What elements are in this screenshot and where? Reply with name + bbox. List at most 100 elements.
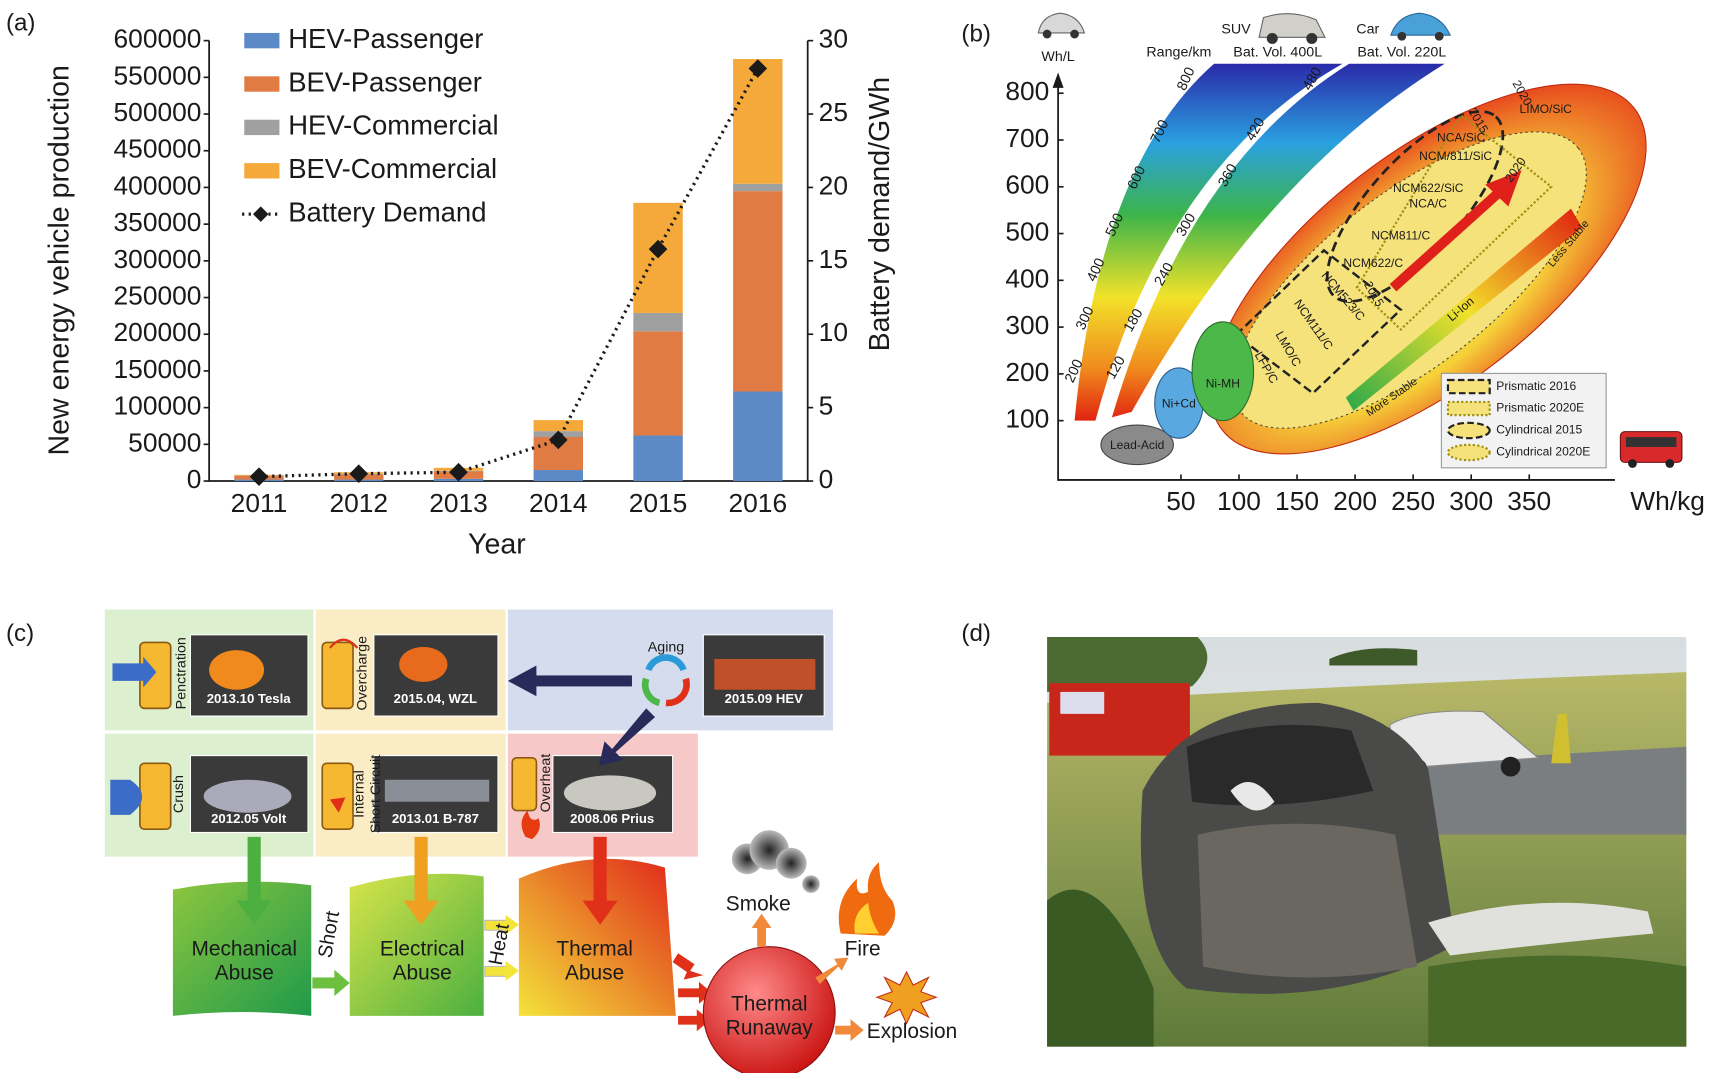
bar-segment: [633, 312, 683, 332]
annotation: Range/km: [1146, 44, 1211, 60]
abuse-label: Thermal Abuse: [556, 937, 633, 984]
axes-frame: [208, 40, 809, 482]
cell-label: NCM/811/SiC: [1419, 149, 1492, 163]
lead-acid-region: [1100, 424, 1174, 466]
photo-caption: 2015.09 HEV: [725, 691, 803, 706]
y2-tick-label: 0: [819, 464, 834, 494]
x-tick-label: 250: [1391, 486, 1435, 516]
x-tick-label: 200: [1333, 486, 1377, 516]
panel-label: (d): [961, 620, 991, 647]
abuse-label: Electrical Abuse: [380, 937, 465, 984]
x-tick-label: 2014: [529, 488, 588, 518]
y-tick-label: 800: [1005, 76, 1049, 106]
legend-label: Prismatic 2020E: [1496, 401, 1584, 415]
y-tick-label: 200000: [114, 317, 202, 347]
cylindrical-2020-region: [1232, 131, 1587, 429]
outcome-icons: [731, 830, 938, 1042]
thermal-block: [518, 858, 676, 1016]
vehicle-icons: [1037, 12, 1683, 468]
link-arrows: [312, 914, 713, 1032]
line-marker: [748, 59, 768, 78]
y-tick-label: 600: [1005, 170, 1049, 200]
y-tick-label: 300000: [114, 244, 202, 274]
wh-per-l-band: [1074, 63, 1343, 421]
panel-c: (c) Penctration Overcharge Aging Crush Inter…: [6, 609, 957, 1073]
bar-segment: [733, 183, 783, 192]
cell-label: NCM622/C: [1343, 256, 1403, 270]
crash-photo: [1047, 636, 1687, 1047]
abuse-label: Mechanical Abuse: [192, 937, 298, 984]
y-tick-label: 100000: [114, 391, 202, 421]
line: [258, 67, 760, 479]
x-tick-label: 2015: [629, 488, 688, 518]
legend-label: Cylindrical 2020E: [1496, 445, 1590, 459]
bar-segment: [533, 470, 583, 482]
trend-arrow: [1389, 170, 1522, 292]
link-label: Short: [314, 909, 344, 960]
y-tick-label: 450000: [114, 134, 202, 164]
y-tick-label: 150000: [114, 354, 202, 384]
y-tick-label: 400: [1005, 263, 1049, 293]
x-tick-label: 350: [1507, 486, 1551, 516]
bar-segment: [533, 420, 583, 432]
y-axis-title: New energy vehicle production: [43, 65, 75, 455]
line-marker: [648, 239, 668, 259]
bar-segment: [633, 435, 683, 482]
y-tick-label: 500: [1005, 217, 1049, 247]
axis-arrow: [1052, 72, 1064, 88]
legend-swatch: [244, 163, 280, 179]
legend-label: BEV-Passenger: [288, 66, 482, 97]
legend-label: HEV-Passenger: [288, 23, 483, 54]
y2-tick-label: 20: [819, 170, 848, 200]
bar-segment: [733, 391, 783, 482]
trigger-label: InternalShort Circuit: [351, 755, 383, 834]
cell-label: LIMO/SiC: [1520, 102, 1573, 116]
y2-axis-title: Battery demand/GWh: [864, 77, 896, 352]
legend-label: Battery Demand: [288, 196, 486, 227]
outcome-label: Fire: [845, 938, 881, 961]
photos: [189, 634, 825, 834]
line-marker: [548, 430, 568, 450]
annotation: Bat. Vol. 400L: [1233, 44, 1322, 60]
region-label: Ni+Cd: [1162, 396, 1196, 410]
x-tick-label: 2012: [329, 488, 388, 518]
panel-label: (a): [6, 10, 36, 37]
y-tick-label: 700: [1005, 123, 1049, 153]
range-band: [1111, 63, 1445, 418]
prismatic-2020-region: [1355, 113, 1553, 331]
mechanical-block: [172, 881, 312, 1016]
ni-mh-region: [1191, 321, 1255, 422]
y-tick-label: 100: [1005, 404, 1049, 434]
legend-label: Prismatic 2016: [1496, 379, 1576, 393]
y-tick-label: 200: [1005, 357, 1049, 387]
y2-tick-label: 25: [819, 97, 848, 127]
bar-segment: [733, 58, 783, 184]
x-tick-label: 50: [1166, 486, 1195, 516]
cylindrical-2015-region: [1325, 110, 1505, 303]
panel-label: (b): [961, 21, 991, 48]
bar-segment: [633, 331, 683, 436]
aging-icon: [641, 654, 690, 707]
line-marker: [349, 464, 369, 484]
region-label: Lead-Acid: [1110, 438, 1164, 452]
x-tick-label: 100: [1217, 486, 1261, 516]
photo-caption: 2013.01 B-787: [392, 811, 479, 826]
region-label: Ni-MH: [1206, 377, 1240, 391]
stability-bar: [1345, 208, 1582, 411]
x-tick-label: 2013: [429, 488, 488, 518]
line-marker: [449, 462, 468, 482]
trigger-label: Crush: [171, 775, 187, 813]
x-axis-title: Wh/kg: [1630, 486, 1705, 516]
trigger-label: Overcharge: [355, 636, 371, 711]
photo-caption: 2008.06 Prius: [570, 811, 654, 826]
flow-arrows: [507, 665, 656, 766]
y-tick-label: 0: [187, 464, 202, 494]
y-tick-label: 500000: [114, 97, 202, 127]
battery-icons: [110, 638, 540, 840]
electrical-block: [349, 873, 484, 1016]
y-tick-label: 350000: [114, 207, 202, 237]
trigger-label: Aging: [648, 640, 685, 656]
outcome-label: Smoke: [726, 892, 791, 915]
line-marker: [249, 467, 269, 486]
